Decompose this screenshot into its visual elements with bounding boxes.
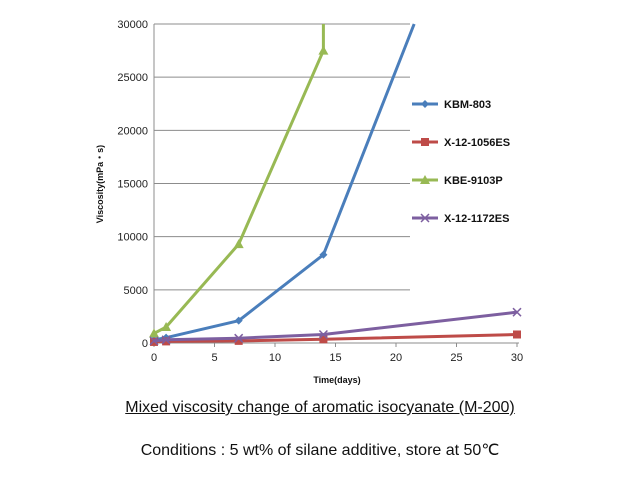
y-tick-labels: 0 5000 10000 15000 20000 25000 30000 [117,19,148,350]
x-tick-label: 5 [211,352,217,364]
x-tick-labels: 0 5 10 15 20 25 30 [151,352,523,364]
x-tick-label: 0 [151,352,157,364]
legend-item: X-12-1056ES [412,137,510,149]
data-point [161,335,171,345]
data-point [233,239,244,249]
legend-label: KBM-803 [444,99,491,111]
legend-label: KBE-9103P [444,175,503,187]
data-point [512,307,522,317]
data-point [234,336,243,345]
marker-stroke [149,336,159,346]
viscosity-chart: 0 5000 10000 15000 20000 25000 30000 0 5 10 15 20 2… [95,19,523,385]
series-line [153,24,325,335]
y-tick-label: 15000 [117,179,148,191]
data-point [149,336,159,346]
marker-stroke [420,213,430,223]
y-axis-title: Viscosity(mPa・s) [95,145,105,223]
legend-marker [420,175,430,184]
legend-label: X-12-1172ES [444,213,509,225]
data-point [318,329,328,340]
y-tick-label: 20000 [117,125,148,137]
marker-stroke [318,329,328,340]
data-point [161,322,172,332]
legend-marker [420,213,430,223]
data-point [234,316,243,325]
series-group [149,23,522,346]
marker-stroke [234,333,244,343]
caption-title: Mixed viscosity change of aromatic isocy… [0,399,640,417]
data-point [234,333,244,343]
y-tick-label: 5000 [124,285,148,297]
caption-title-text: Mixed viscosity change of aromatic isocy… [125,399,515,416]
y-tick-label: 0 [142,338,148,350]
legend-item: KBM-803 [412,99,491,111]
y-tick-label: 10000 [117,232,148,244]
series-x-12-1172es [149,307,522,346]
x-tick-label: 15 [329,352,341,364]
x-tick-label: 20 [390,352,402,364]
x-tick-label: 30 [511,352,523,364]
data-point [318,45,329,55]
legend-marker [421,138,429,146]
legend-item: X-12-1172ES [412,213,509,225]
data-point [319,250,328,259]
marker-stroke [161,335,171,345]
x-tick-label: 10 [269,352,281,364]
y-tick-label: 30000 [117,19,148,31]
data-point [162,337,171,346]
caption-conditions: Conditions : 5 wt% of silane additive, s… [140,442,500,459]
x-axis-title: Time(days) [313,375,360,385]
data-point [319,335,328,344]
marker-stroke [512,307,522,317]
data-point [513,330,521,339]
gridlines [154,23,410,291]
data-point [149,328,159,338]
y-tick-label: 25000 [117,72,148,84]
legend-marker [421,100,429,108]
legend-label: X-12-1056ES [444,137,510,149]
legend-item: KBE-9103P [412,175,503,187]
axes [153,24,519,347]
series-kbe-9103p [149,24,329,338]
series-line [153,23,416,342]
x-tick-label: 25 [450,352,462,364]
data-point [150,337,158,346]
legend: KBM-803 X-12-1056ES KBE-9103P X-12-1172ES [412,99,510,225]
